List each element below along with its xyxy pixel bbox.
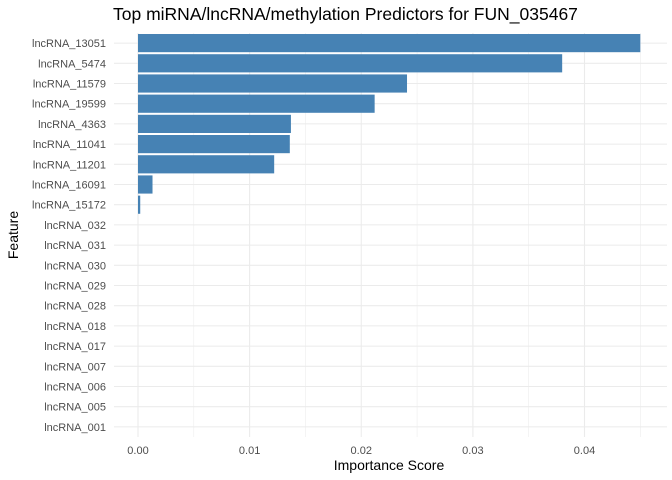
y-tick-label: lncRNA_006 [44, 382, 106, 394]
x-tick-label: 0.02 [351, 445, 372, 457]
x-axis-title: Importance Score [334, 457, 445, 473]
y-tick-label: lncRNA_028 [44, 301, 106, 313]
bar-lncrna-11579 [138, 74, 408, 93]
y-tick-label: lncRNA_030 [44, 260, 106, 272]
bar-lncrna-19599 [138, 94, 375, 113]
y-tick-label: lncRNA_029 [44, 281, 106, 293]
y-tick-label: lncRNA_19599 [32, 99, 106, 111]
y-tick-label: lncRNA_11041 [33, 139, 106, 151]
y-tick-labels: lncRNA_13051 lncRNA_5474 lncRNA_11579 lncRN… [32, 38, 106, 434]
x-tick-label: 0.03 [462, 445, 483, 457]
y-tick-label: lncRNA_001 [44, 422, 106, 434]
y-tick-label: lncRNA_007 [44, 361, 106, 373]
bars [138, 34, 641, 214]
y-tick-label: lncRNA_032 [44, 220, 106, 232]
y-tick-label: lncRNA_13051 [32, 38, 106, 50]
grid [114, 33, 667, 437]
bar-lncrna-11201 [138, 155, 275, 174]
y-tick-label: lncRNA_11201 [33, 159, 106, 171]
y-tick-label: lncRNA_5474 [38, 58, 106, 70]
bar-lncrna-5474 [138, 54, 563, 73]
y-tick-label: lncRNA_15172 [32, 200, 106, 212]
y-tick-label: lncRNA_018 [44, 321, 106, 333]
y-tick-label: lncRNA_4363 [38, 119, 106, 131]
y-tick-label: lncRNA_16091 [32, 180, 106, 192]
y-tick-label: lncRNA_017 [44, 341, 106, 353]
x-tick-labels: 0.00 0.01 0.02 0.03 0.04 [127, 445, 595, 457]
y-axis-title: Feature [5, 211, 21, 259]
y-tick-label: lncRNA_11579 [33, 79, 106, 91]
x-tick-label: 0.00 [127, 445, 148, 457]
y-tick-label: lncRNA_031 [44, 240, 106, 252]
x-tick-label: 0.04 [574, 445, 595, 457]
bar-lncrna-16091 [138, 175, 153, 194]
bar-lncrna-13051 [138, 34, 641, 53]
chart-title: Top miRNA/lncRNA/methylation Predictors … [113, 4, 578, 25]
bar-lncrna-15172 [138, 195, 141, 214]
bar-lncrna-4363 [138, 114, 291, 133]
y-tick-label: lncRNA_005 [44, 402, 106, 414]
x-tick-label: 0.01 [239, 445, 260, 457]
bar-lncrna-11041 [138, 135, 290, 154]
